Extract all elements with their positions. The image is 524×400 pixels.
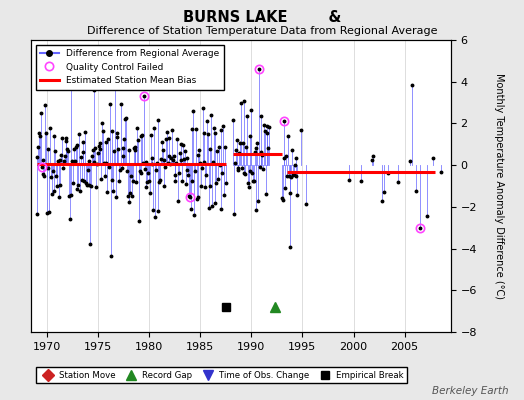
Text: BURNS LAKE        &: BURNS LAKE &	[183, 10, 341, 25]
Legend: Station Move, Record Gap, Time of Obs. Change, Empirical Break: Station Move, Record Gap, Time of Obs. C…	[36, 367, 407, 383]
Text: Berkeley Earth: Berkeley Earth	[432, 386, 508, 396]
Y-axis label: Monthly Temperature Anomaly Difference (°C): Monthly Temperature Anomaly Difference (…	[494, 73, 504, 299]
Text: Difference of Station Temperature Data from Regional Average: Difference of Station Temperature Data f…	[87, 26, 437, 36]
